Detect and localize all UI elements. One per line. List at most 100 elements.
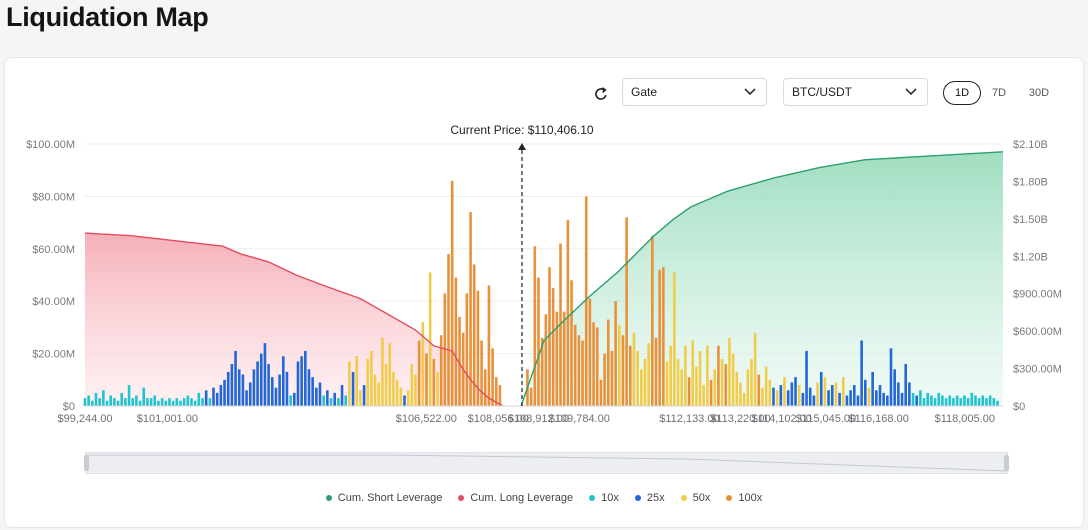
bar-50x bbox=[867, 387, 871, 406]
bar-10x bbox=[124, 398, 127, 406]
pair-select[interactable]: BTC/USDT bbox=[783, 78, 928, 106]
bar-10x bbox=[175, 398, 179, 406]
legend-item-25x[interactable]: 25x bbox=[634, 492, 665, 504]
bar-10x bbox=[135, 395, 138, 406]
bar-100x bbox=[544, 314, 548, 406]
bar-25x bbox=[864, 379, 867, 406]
y-right-tick-label: $600.00M bbox=[1013, 326, 1062, 338]
bar-25x bbox=[856, 395, 860, 406]
bar-25x bbox=[830, 385, 834, 406]
chevron-down-icon bbox=[905, 85, 919, 99]
bar-100x bbox=[491, 348, 494, 406]
bar-100x bbox=[494, 377, 498, 406]
bar-25x bbox=[805, 350, 808, 406]
bar-25x bbox=[241, 374, 245, 406]
bar-25x bbox=[285, 371, 289, 406]
legend-label: 10x bbox=[601, 492, 619, 504]
bar-50x bbox=[761, 387, 764, 406]
timeframe-30d-button[interactable]: 30D bbox=[1028, 87, 1050, 99]
bar-100x bbox=[548, 267, 551, 406]
bar-25x bbox=[315, 387, 318, 406]
legend-item-long[interactable]: Cum. Long Leverage bbox=[458, 492, 573, 504]
bar-10x bbox=[963, 395, 966, 406]
bar-50x bbox=[665, 361, 669, 406]
bar-25x bbox=[237, 369, 241, 406]
cum-long-line bbox=[84, 232, 504, 407]
bar-25x bbox=[882, 392, 885, 406]
y-left-tick-label: $80.00M bbox=[32, 191, 75, 203]
range-handle-right[interactable] bbox=[1004, 455, 1009, 471]
bar-50x bbox=[421, 322, 425, 406]
current-price-arrow bbox=[518, 143, 526, 150]
bar-10x bbox=[179, 400, 182, 406]
exchange-select[interactable]: Gate bbox=[622, 78, 767, 106]
bar-10x bbox=[186, 395, 190, 406]
bar-100x bbox=[610, 350, 614, 406]
bar-100x bbox=[651, 235, 654, 406]
bar-10x bbox=[926, 392, 930, 406]
bar-100x bbox=[458, 316, 461, 406]
y-left-tick-label: $40.00M bbox=[32, 296, 75, 308]
bar-100x bbox=[469, 212, 472, 406]
bar-25x bbox=[808, 387, 812, 406]
legend-item-10x[interactable]: 10x bbox=[589, 492, 619, 504]
bar-100x bbox=[480, 340, 483, 406]
bar-10x bbox=[116, 400, 120, 406]
bar-10x bbox=[981, 395, 985, 406]
bar-10x bbox=[120, 392, 124, 406]
bar-25x bbox=[852, 385, 856, 406]
bar-50x bbox=[632, 332, 636, 406]
timeframe-7d-button[interactable]: 7D bbox=[991, 87, 1007, 99]
bar-50x bbox=[720, 358, 724, 406]
bar-100x bbox=[603, 353, 606, 406]
bar-50x bbox=[746, 369, 750, 406]
y-left-tick-label: $20.00M bbox=[32, 349, 75, 361]
refresh-icon[interactable] bbox=[591, 84, 611, 104]
bar-10x bbox=[937, 392, 941, 406]
x-tick-label: $99,244.00 bbox=[57, 413, 112, 425]
legend-item-100x[interactable]: 100x bbox=[726, 492, 762, 504]
bar-10x bbox=[930, 395, 933, 406]
bar-25x bbox=[212, 387, 215, 406]
bar-50x bbox=[395, 379, 399, 406]
bar-10x bbox=[948, 395, 952, 406]
bar-10x bbox=[127, 385, 131, 406]
bar-25x bbox=[794, 377, 797, 406]
bar-50x bbox=[764, 366, 768, 406]
bar-50x bbox=[348, 361, 351, 406]
bar-10x bbox=[105, 400, 109, 406]
x-tick-label: $108,912.00 bbox=[508, 413, 569, 425]
legend-label: 50x bbox=[692, 492, 711, 504]
bar-10x bbox=[146, 398, 149, 406]
bar-10x bbox=[182, 398, 186, 406]
range-scroller[interactable] bbox=[85, 452, 1008, 474]
bar-50x bbox=[617, 324, 621, 406]
bar-100x bbox=[581, 340, 584, 406]
bar-10x bbox=[974, 395, 977, 406]
bar-50x bbox=[739, 382, 742, 406]
bar-25x bbox=[307, 369, 311, 406]
bar-50x bbox=[823, 377, 827, 406]
bar-10x bbox=[941, 395, 944, 406]
bar-25x bbox=[296, 361, 300, 406]
bar-100x bbox=[621, 335, 625, 406]
bar-100x bbox=[573, 324, 577, 406]
bar-100x bbox=[439, 335, 443, 406]
bar-50x bbox=[684, 345, 687, 406]
bar-100x bbox=[537, 277, 540, 406]
bar-100x bbox=[540, 337, 544, 406]
bar-50x bbox=[669, 345, 672, 406]
legend-item-short[interactable]: Cum. Short Leverage bbox=[325, 492, 442, 504]
timeframe-1d-button[interactable]: 1D bbox=[943, 81, 981, 105]
bar-10x bbox=[142, 387, 146, 406]
x-tick-label: $106,522.00 bbox=[396, 413, 457, 425]
x-tick-label: $113,220.00 bbox=[710, 413, 770, 425]
legend-item-50x[interactable]: 50x bbox=[680, 492, 711, 504]
bar-25x bbox=[245, 390, 248, 406]
range-handle-left[interactable] bbox=[84, 455, 89, 471]
bar-25x bbox=[812, 395, 816, 406]
bar-25x bbox=[230, 364, 234, 406]
bar-50x bbox=[388, 343, 392, 406]
bar-10x bbox=[94, 392, 98, 406]
bar-25x bbox=[256, 361, 259, 406]
